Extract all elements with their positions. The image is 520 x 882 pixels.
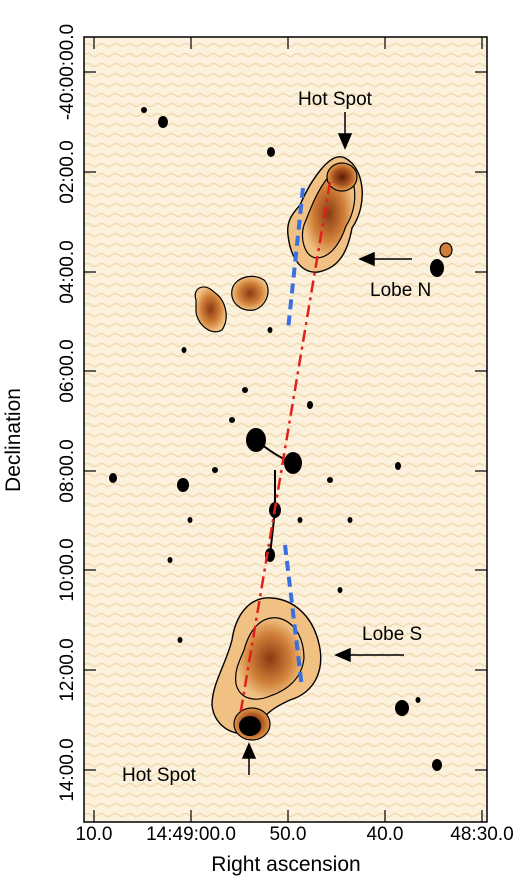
source xyxy=(246,428,266,452)
source xyxy=(187,517,193,523)
source xyxy=(177,478,189,492)
source xyxy=(229,417,235,423)
x-tick-label: 48:30.0 xyxy=(450,824,513,845)
y-tick-label: 06:00.0 xyxy=(57,339,78,402)
radio-emission xyxy=(109,107,453,771)
source xyxy=(267,327,273,333)
lobe-s-inner xyxy=(235,617,305,700)
source xyxy=(167,557,173,563)
lobe-s-label: Lobe S xyxy=(362,624,422,645)
hot-spot-top-label: Hot Spot xyxy=(298,89,373,110)
source xyxy=(337,587,343,593)
plot-background xyxy=(84,37,487,822)
source xyxy=(347,517,353,523)
blue-axis-north xyxy=(286,187,305,331)
source xyxy=(415,697,421,703)
x-tick-label: 10.0 xyxy=(76,824,113,845)
source xyxy=(395,700,409,716)
source xyxy=(432,759,442,771)
blob-west-1 xyxy=(194,286,227,333)
y-tick-label: 08:00.0 xyxy=(57,439,78,502)
source xyxy=(181,347,187,353)
y-tick-label: 12:00.0 xyxy=(57,638,78,701)
source xyxy=(141,107,147,113)
source xyxy=(430,259,444,277)
blob-west-2 xyxy=(231,275,269,311)
x-tick-label: 40.0 xyxy=(367,824,404,845)
x-tick-label: 50.0 xyxy=(270,824,307,845)
source xyxy=(158,116,168,128)
source xyxy=(297,517,303,523)
lobe-n-label: Lobe N xyxy=(370,280,431,301)
hot-spot-top-arrow xyxy=(337,112,353,150)
source xyxy=(439,242,453,258)
y-tick-label: 02:00.0 xyxy=(57,140,78,203)
x-axis-title: Right ascension xyxy=(211,853,360,876)
lobe-n-arrow xyxy=(358,251,412,267)
hot-spot-north xyxy=(326,162,358,192)
y-tick-label: 04:00.0 xyxy=(57,240,78,303)
y-axis-title: Declination xyxy=(2,388,25,492)
y-tick-label: -40:00:00.0 xyxy=(57,24,78,120)
x-ticks xyxy=(93,37,483,822)
y-tick-label: 10:00.0 xyxy=(57,538,78,601)
x-tick-label: 14:49:00.0 xyxy=(146,824,236,845)
source xyxy=(109,473,117,483)
hot-spot-bottom-arrow xyxy=(241,742,257,775)
y-tick-label: 14:00.0 xyxy=(57,738,78,801)
y-ticks xyxy=(84,71,487,771)
source xyxy=(242,387,248,393)
red-axis-line xyxy=(238,181,332,717)
source xyxy=(327,477,333,483)
source xyxy=(177,637,183,643)
hot-spot-bottom-label: Hot Spot xyxy=(122,765,197,786)
source xyxy=(267,147,275,157)
source xyxy=(307,401,313,409)
blue-axis-south xyxy=(283,544,304,689)
hot-spot-south-core xyxy=(239,716,261,736)
source xyxy=(395,462,401,470)
plot-frame xyxy=(83,36,488,823)
source xyxy=(212,467,218,473)
lobe-s-arrow xyxy=(334,647,404,663)
